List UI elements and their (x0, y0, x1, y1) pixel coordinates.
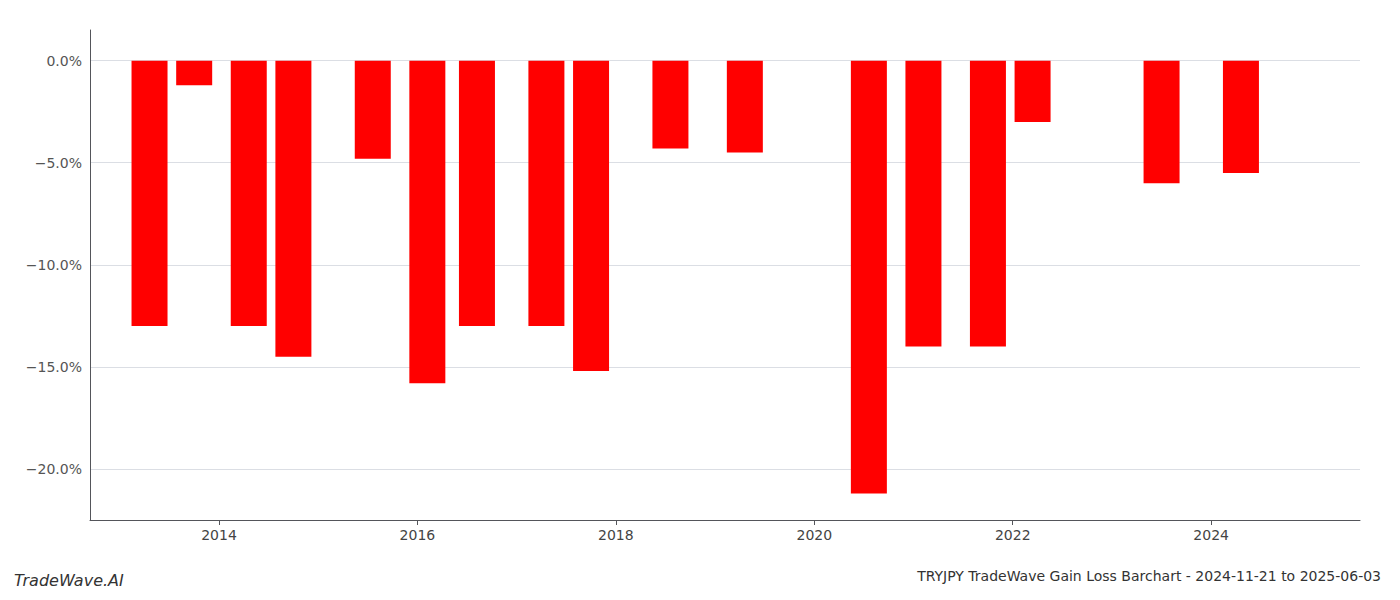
svg-text:2014: 2014 (201, 527, 237, 543)
svg-text:−20.0%: −20.0% (26, 461, 82, 477)
svg-text:2018: 2018 (598, 527, 634, 543)
svg-text:0.0%: 0.0% (46, 53, 82, 69)
svg-text:−10.0%: −10.0% (26, 257, 82, 273)
svg-text:TRYJPY TradeWave Gain Loss Bar: TRYJPY TradeWave Gain Loss Barchart - 20… (916, 568, 1381, 584)
svg-text:2016: 2016 (400, 527, 436, 543)
svg-text:2024: 2024 (1193, 527, 1229, 543)
svg-text:TradeWave.AI: TradeWave.AI (14, 571, 124, 590)
svg-text:2020: 2020 (796, 527, 832, 543)
svg-text:−15.0%: −15.0% (26, 359, 82, 375)
svg-text:2022: 2022 (995, 527, 1031, 543)
svg-text:−5.0%: −5.0% (35, 155, 82, 171)
